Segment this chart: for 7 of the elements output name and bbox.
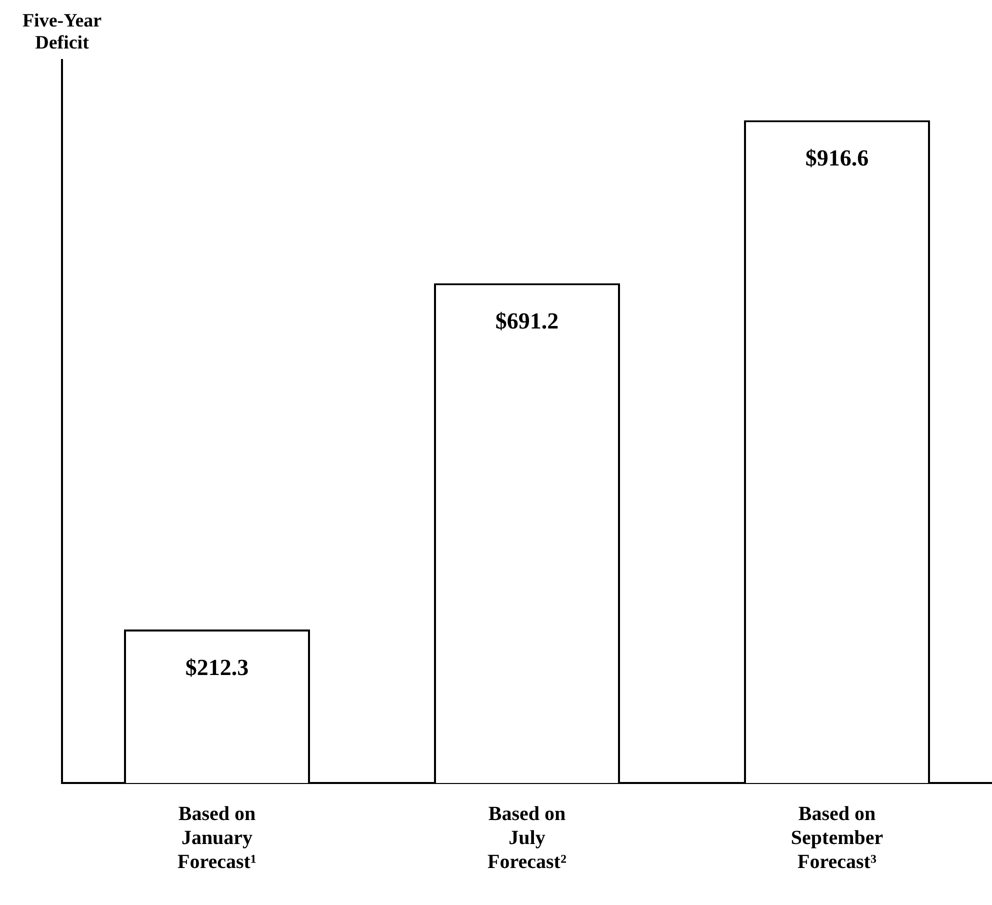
x-tick-label: Based on January Forecast¹ [178,803,256,874]
data-label: $916.6 [805,146,869,171]
data-label: $691.2 [495,308,559,334]
x-tick-label: Based on September Forecast³ [790,803,884,874]
x-tick-label: Based on July Forecast² [488,803,566,874]
y-axis-title: Five-Year Deficit [22,10,102,54]
data-label: $212.3 [185,654,249,680]
